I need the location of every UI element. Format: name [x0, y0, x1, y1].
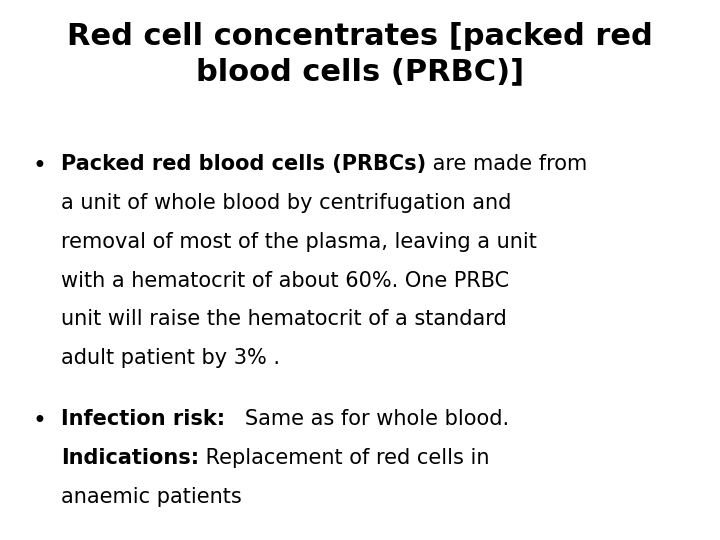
Text: unit will raise the hematocrit of a standard: unit will raise the hematocrit of a stan… [61, 309, 507, 329]
Text: removal of most of the plasma, leaving a unit: removal of most of the plasma, leaving a… [61, 232, 537, 252]
Text: adult patient by 3% .: adult patient by 3% . [61, 348, 280, 368]
Text: anaemic patients: anaemic patients [61, 487, 242, 507]
Text: •: • [32, 154, 46, 178]
Text: Packed red blood cells (PRBCs): Packed red blood cells (PRBCs) [61, 154, 426, 174]
Text: Same as for whole blood.: Same as for whole blood. [225, 409, 510, 429]
Text: with a hematocrit of about 60%. One PRBC: with a hematocrit of about 60%. One PRBC [61, 271, 509, 291]
Text: a unit of whole blood by centrifugation and: a unit of whole blood by centrifugation … [61, 193, 512, 213]
Text: are made from: are made from [426, 154, 588, 174]
Text: Replacement of red cells in: Replacement of red cells in [199, 448, 490, 468]
Text: Infection risk:: Infection risk: [61, 409, 225, 429]
Text: Red cell concentrates [packed red
blood cells (PRBC)]: Red cell concentrates [packed red blood … [67, 22, 653, 86]
Text: •: • [32, 409, 46, 433]
Text: Indications:: Indications: [61, 448, 199, 468]
